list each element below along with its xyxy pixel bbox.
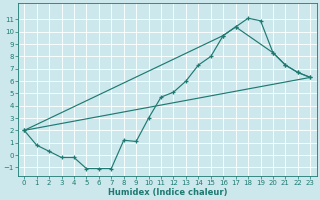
X-axis label: Humidex (Indice chaleur): Humidex (Indice chaleur) bbox=[108, 188, 227, 197]
